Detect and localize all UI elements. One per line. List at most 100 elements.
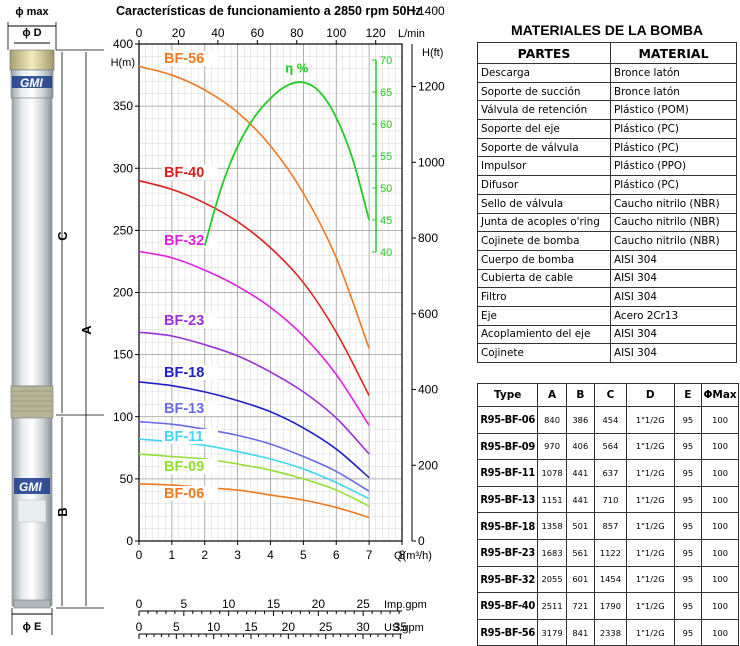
dimensions-header-row: Type A B C D E ΦMax [476,383,739,407]
dimensions-type-cell: R95-BF-32 [476,565,539,594]
materials-row: Cojinete de bomba Caucho nitrilo (NBR) [477,231,737,251]
dimensions-header-cell: D [626,383,675,407]
us-gpm-axis-tick-label: 35 [394,620,408,634]
dimensions-value-cell: 454 [593,406,628,434]
dimensions-value-cell: 970 [537,432,567,461]
efficiency-tick-label: 50 [380,183,392,195]
series-label-bf-40: BF-40 [164,165,204,181]
dimensions-value-cell: 1122 [593,538,628,567]
chart-series: BF-56 BF-40 BF-32 BF-23 BF-18 BF-13 BF-11 BF-09… [138,51,370,519]
dimensions-value-cell: 95 [673,512,703,540]
dimensions-value-cell: 501 [565,512,595,540]
dimensions-row: R95-BF-56 3179 841 2338 1"1/2G 95 100 [476,618,739,646]
efficiency-curve [203,81,370,246]
dimensions-value-cell: 1683 [537,538,567,567]
materials-material-cell: Caucho nitrilo (NBR) [610,193,737,214]
dimensions-value-cell: 1"1/2G [626,459,675,487]
materials-part-cell: Cubierta de cable [477,268,611,289]
x-tick-label: 5 [300,548,307,562]
dim-a-label: A [79,325,94,335]
top-tick-label: 0 [136,26,143,40]
materials-title: MATERIALES DE LA BOMBA [510,22,704,38]
us-gpm-axis-tick-label: 20 [282,620,296,634]
dimensions-value-cell: 2338 [593,618,628,646]
performance-chart: 0 1 2 3 4 5 6 7 8Q(m³/h)050100150200250300350400… [111,4,445,639]
materials-material-cell: AISI 304 [610,287,737,307]
curve-bf-40 [138,179,370,396]
right-tick-label: 0 [418,534,425,548]
right-tick-label: 800 [418,231,438,245]
dimensions-value-cell: 710 [593,485,628,514]
dimensions-value-cell: 100 [701,538,739,567]
dimensions-value-cell: 561 [565,538,595,567]
us-gpm-axis-tick-label: 15 [244,620,258,634]
materials-row: Válvula de retención Plástico (POM) [477,100,737,121]
materials-material-cell: Plástico (POM) [610,100,737,121]
materials-row: Difusor Plástico (PC) [477,175,737,195]
dimensions-value-cell: 1"1/2G [626,565,675,594]
dimensions-value-cell: 1358 [537,512,567,540]
dimensions-value-cell: 564 [593,432,628,461]
series-label-bg [162,51,218,66]
x-tick-label: 1 [169,548,176,562]
dimensions-header-cell: Type [476,383,539,407]
y-tick-label: 350 [113,99,133,113]
materials-material-cell: AISI 304 [610,249,737,270]
dimensions-value-cell: 100 [701,485,739,514]
efficiency-label: η % [285,60,309,75]
curve-bf-56 [138,65,370,349]
materials-panel: MATERIALES DE LA BOMBA PARTES MATERIAL D… [477,18,737,363]
dimensions-value-cell: 95 [673,592,703,620]
materials-row: Cojinete AISI 304 [477,343,737,363]
dimensions-value-cell: 95 [673,565,703,594]
top-axis-label: L/min [398,28,425,40]
imp-gpm-axis-tick-label: 20 [312,597,326,611]
us-gpm-axis-tick-label: 5 [173,620,180,634]
efficiency-tick-label: 60 [380,119,392,131]
materials-part-cell: Difusor [477,175,611,195]
dimensions-value-cell: 841 [565,618,595,646]
dimensions-value-cell: 1078 [537,459,567,487]
dimensions-type-cell: R95-BF-23 [476,538,539,567]
materials-part-cell: Soporte de válvula [477,137,611,158]
materials-part-cell: Válvula de retención [477,100,611,121]
dimensions-value-cell: 95 [673,459,703,487]
materials-part-cell: Cojinete de bomba [477,231,611,251]
series-label-bf-11: BF-11 [164,429,204,445]
right-tick-label: 600 [418,307,438,321]
dimensions-value-cell: 406 [565,432,595,461]
dimensions-header-cell: ΦMax [701,383,739,407]
dimensions-header-cell: E [673,383,703,407]
dimensions-value-cell: 100 [701,432,739,461]
materials-material-cell: Plástico (PC) [610,119,737,139]
imp-gpm-axis-tick-label: 10 [222,597,236,611]
dimensions-panel: Type A B C D E ΦMax R95-BF-06 840 386 454 1"1/2G 95… [476,383,739,646]
right-tick-label: 1000 [418,155,445,169]
materials-row: Soporte de válvula Plástico (PC) [477,137,737,158]
efficiency-tick-label: 40 [380,247,392,259]
right-axis-label: H(ft) [422,47,443,59]
dimensions-body: R95-BF-06 840 386 454 1"1/2G 95 100 R95-BF-09 97… [476,406,739,646]
materials-row: Soporte de succión Bronce latón [477,81,737,102]
dimensions-value-cell: 721 [565,592,595,620]
materials-part-cell: Soporte de succión [477,81,611,102]
dimensions-value-cell: 1151 [537,485,567,514]
dimensions-row: R95-BF-18 1358 501 857 1"1/2G 95 100 [476,512,739,540]
dimensions-value-cell: 857 [593,512,628,540]
series-label-bf-23: BF-23 [164,313,204,329]
top-tick-label: 40 [211,26,225,40]
y-tick-label: 150 [113,348,133,362]
series-label-bf-32: BF-32 [164,233,204,249]
dimensions-row: R95-BF-40 2511 721 1790 1"1/2G 95 100 [476,592,739,620]
dimensions-value-cell: 1454 [593,565,628,594]
dimensions-row: R95-BF-23 1683 561 1122 1"1/2G 95 100 [476,538,739,567]
dimensions-value-cell: 1790 [593,592,628,620]
dimensions-header-cell: A [537,383,567,407]
dimensions-value-cell: 1"1/2G [626,618,675,646]
materials-material-cell: Bronce latón [610,81,737,102]
efficiency-tick-label: 45 [380,215,392,227]
dimensions-value-cell: 2055 [537,565,567,594]
curve-bf-13 [138,420,370,492]
dimensions-row: R95-BF-13 1151 441 710 1"1/2G 95 100 [476,485,739,514]
right-tick-label: 1400 [418,4,445,18]
